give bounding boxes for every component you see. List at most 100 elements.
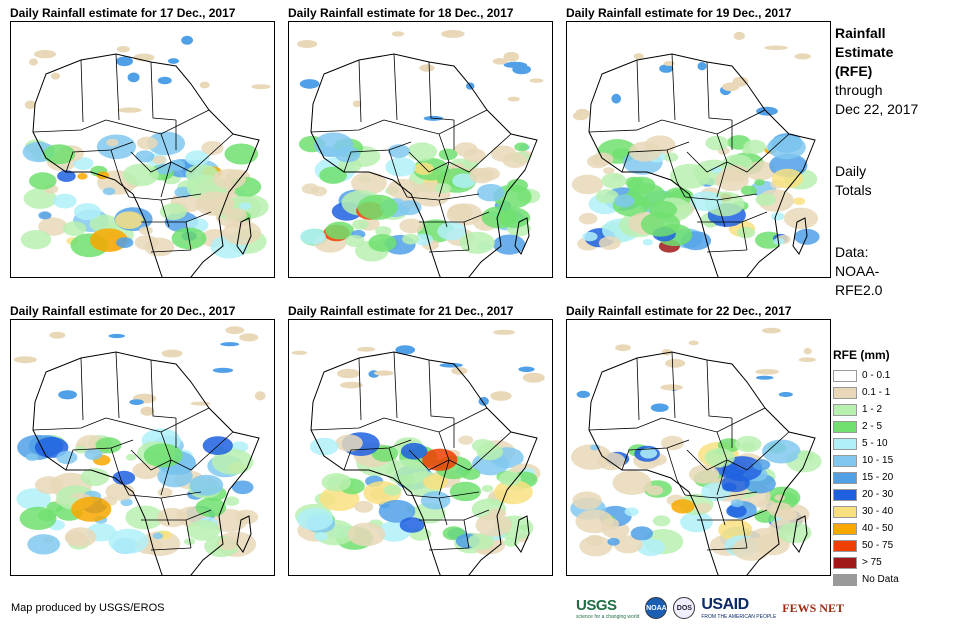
africa-coastline — [310, 351, 538, 575]
noaa-logo: NOAA — [645, 597, 668, 619]
rainfall-patch — [38, 217, 68, 236]
rainfall-patch — [733, 31, 745, 40]
country-border — [65, 439, 134, 471]
country-border — [636, 59, 640, 123]
rainfall-patch — [195, 191, 235, 216]
country-border — [130, 151, 172, 173]
rainfall-patch — [803, 347, 812, 355]
rainfall-patch — [601, 518, 620, 530]
rainfall-patch — [582, 231, 598, 242]
data-line: NOAA- — [835, 263, 880, 279]
rainfall-patch — [613, 535, 643, 554]
rainfall-map-panel-3: Daily Rainfall estimate for 19 Dec., 201… — [566, 6, 831, 278]
rainfall-patch — [34, 476, 64, 494]
rainfall-patch — [108, 333, 125, 339]
rainfall-patch — [402, 233, 419, 245]
country-border — [408, 151, 450, 173]
rainfall-patch — [296, 508, 333, 531]
country-border — [438, 497, 448, 526]
africa-rainfall-map — [297, 29, 544, 277]
rainfall-patch — [314, 532, 329, 541]
rainfall-patch — [572, 491, 602, 510]
legend-swatch — [833, 505, 857, 518]
rainfall-patch — [726, 504, 747, 518]
rainfall-patch — [254, 391, 266, 401]
country-border — [716, 199, 726, 228]
rainfall-patch — [58, 390, 77, 400]
rainfall-patch — [218, 537, 240, 550]
usgs-logo: USGS science for a changing world — [576, 597, 639, 620]
rainfall-patch — [529, 78, 544, 83]
country-border — [115, 351, 120, 419]
legend-swatch — [833, 556, 857, 569]
usgs-tagline: science for a changing world — [576, 613, 640, 620]
legend-label: 0 - 0.1 — [862, 370, 891, 381]
legend-item: 20 - 30 — [833, 486, 899, 503]
map-frame — [10, 21, 275, 278]
totals-label: Daily Totals — [835, 162, 872, 200]
rainfall-patch — [337, 368, 360, 379]
usgs-logo-text: USGS — [576, 596, 617, 614]
legend-item: 30 - 40 — [833, 503, 899, 520]
country-border — [343, 439, 412, 471]
rainfall-patch — [395, 345, 416, 355]
country-border — [150, 359, 177, 419]
map-frame — [10, 319, 275, 576]
rainfall-patch — [633, 53, 644, 60]
product-heading: Rainfall Estimate (RFE) through Dec 22, … — [835, 24, 918, 119]
legend-item: 10 - 15 — [833, 452, 899, 469]
rainfall-patch — [688, 340, 699, 346]
legend-item: 0 - 0.1 — [833, 367, 899, 384]
rainfall-patch — [660, 384, 684, 391]
country-border — [716, 133, 790, 173]
country-border — [160, 133, 234, 173]
rainfall-patch — [461, 468, 481, 480]
rainfall-patch — [224, 143, 259, 165]
rainfall-patch — [112, 470, 136, 485]
rainfall-patch — [117, 107, 142, 113]
rainfall-patch — [95, 437, 122, 454]
rainfall-patch — [212, 448, 254, 475]
africa-rainfall-map — [291, 329, 545, 575]
map-frame — [288, 21, 553, 278]
agency-logos: USGS science for a changing world NOAA D… — [576, 595, 844, 621]
legend-label: 15 - 20 — [862, 472, 894, 483]
panel-title: Daily Rainfall estimate for 22 Dec., 201… — [566, 304, 792, 318]
rainfall-patch — [659, 64, 674, 73]
rainfall-patch — [222, 220, 262, 245]
legend-swatch — [833, 522, 857, 535]
rainfall-patch — [438, 148, 458, 161]
rainfall-patch — [624, 507, 639, 517]
rainfall-patch — [503, 51, 520, 62]
rainfall-patch — [397, 200, 422, 216]
country-border — [150, 61, 177, 121]
rainfall-patch — [385, 157, 417, 177]
heading-line: (RFE) — [835, 63, 873, 79]
legend-label: 1 - 2 — [862, 404, 883, 415]
country-border — [686, 151, 728, 173]
country-border — [105, 109, 210, 135]
legend-label: 5 - 10 — [862, 438, 888, 449]
rainfall-patch — [378, 499, 416, 523]
rainfall-patch — [400, 442, 428, 460]
rainfall-patch — [199, 81, 210, 89]
rainfall-patch — [201, 141, 224, 155]
country-border — [621, 141, 690, 173]
rainfall-patch — [640, 212, 681, 237]
country-border — [358, 59, 362, 123]
country-border — [716, 497, 726, 526]
country-border — [115, 53, 120, 121]
country-border — [358, 357, 362, 421]
legend-title: RFE (mm) — [833, 348, 890, 362]
rainfall-patch — [793, 197, 806, 205]
rainfall-legend: RFE (mm) 0 - 0.1 0.1 - 1 1 - 2 2 - 5 5 - 10 1… — [833, 348, 899, 588]
rainfall-patch — [798, 357, 816, 362]
rainfall-patch — [736, 226, 756, 239]
rainfall-patch — [25, 453, 39, 461]
rainfall-patch — [53, 193, 77, 209]
rainfall-patch — [576, 390, 590, 398]
panel-title: Daily Rainfall estimate for 21 Dec., 201… — [288, 304, 514, 318]
country-border — [706, 61, 733, 121]
rainfall-patch — [756, 106, 778, 116]
rainfall-patch — [49, 331, 66, 339]
